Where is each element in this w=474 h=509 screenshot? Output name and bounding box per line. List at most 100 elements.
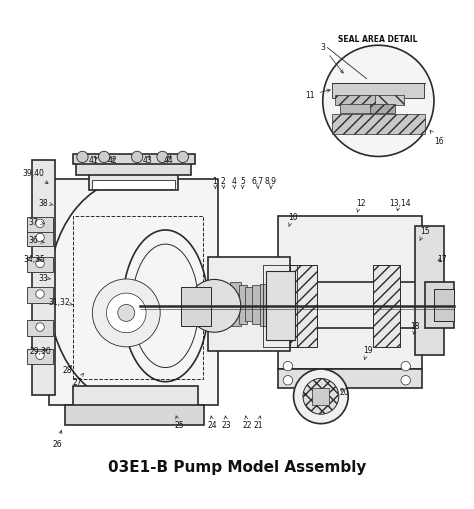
Text: 12: 12 xyxy=(356,199,365,213)
Text: 36: 36 xyxy=(28,236,44,245)
Bar xyxy=(278,217,422,370)
Bar xyxy=(208,258,290,351)
Text: 31,32: 31,32 xyxy=(48,297,73,306)
Circle shape xyxy=(36,290,44,299)
Text: 2: 2 xyxy=(220,177,225,189)
Text: 15: 15 xyxy=(420,227,429,241)
Circle shape xyxy=(177,152,189,163)
Circle shape xyxy=(36,351,44,360)
Bar xyxy=(340,105,372,114)
Bar xyxy=(335,96,376,106)
Bar xyxy=(27,288,53,303)
Text: 03E1-B Pump Model Assembly: 03E1-B Pump Model Assembly xyxy=(108,460,366,474)
Bar xyxy=(246,288,253,321)
Bar xyxy=(239,286,247,324)
Text: 44: 44 xyxy=(164,156,173,165)
Text: 19: 19 xyxy=(363,345,373,360)
Bar xyxy=(264,265,297,348)
Bar xyxy=(312,388,329,405)
Circle shape xyxy=(323,46,434,157)
Bar xyxy=(27,321,53,336)
Circle shape xyxy=(188,280,241,332)
Text: 22: 22 xyxy=(243,416,252,429)
Text: 34,35: 34,35 xyxy=(23,254,46,264)
Bar xyxy=(266,272,295,340)
Text: 6,7: 6,7 xyxy=(251,177,264,189)
Text: 10: 10 xyxy=(288,212,297,227)
Bar xyxy=(375,96,404,106)
Circle shape xyxy=(107,294,146,333)
Text: 18: 18 xyxy=(410,322,420,334)
Text: 13,14: 13,14 xyxy=(389,199,410,211)
Text: 38: 38 xyxy=(38,199,53,207)
Circle shape xyxy=(293,369,348,424)
Text: 24: 24 xyxy=(208,416,217,429)
Circle shape xyxy=(36,220,44,228)
Circle shape xyxy=(36,234,44,242)
Text: 37: 37 xyxy=(28,217,44,226)
Bar xyxy=(370,105,395,114)
Circle shape xyxy=(92,279,160,347)
Text: 21: 21 xyxy=(254,416,263,429)
Bar xyxy=(230,282,241,326)
Bar xyxy=(27,232,53,246)
Circle shape xyxy=(283,376,292,385)
Circle shape xyxy=(313,389,328,404)
Bar xyxy=(76,163,191,176)
Text: 27: 27 xyxy=(73,374,83,386)
Circle shape xyxy=(36,260,44,268)
Text: 39,40: 39,40 xyxy=(22,169,48,184)
Text: 17: 17 xyxy=(437,254,447,264)
Circle shape xyxy=(401,362,410,371)
Bar xyxy=(32,160,55,395)
Bar xyxy=(373,265,400,348)
Text: 8,9: 8,9 xyxy=(265,177,277,189)
Bar xyxy=(73,155,195,165)
Bar xyxy=(73,386,198,406)
Circle shape xyxy=(99,152,110,163)
Text: 11: 11 xyxy=(305,90,330,100)
Bar xyxy=(27,217,53,233)
Bar xyxy=(290,265,317,348)
Bar xyxy=(92,180,175,189)
Text: 43: 43 xyxy=(143,156,152,165)
Circle shape xyxy=(118,305,135,322)
Bar xyxy=(48,179,218,405)
Bar xyxy=(65,405,204,425)
Text: 4: 4 xyxy=(231,177,236,189)
Text: 29,30: 29,30 xyxy=(29,347,51,355)
Bar xyxy=(73,217,202,379)
Text: 28: 28 xyxy=(63,365,72,374)
Text: 20: 20 xyxy=(340,387,349,397)
Text: 25: 25 xyxy=(175,416,184,429)
Bar xyxy=(27,258,53,272)
Circle shape xyxy=(303,379,339,414)
Text: 16: 16 xyxy=(430,131,444,146)
Bar xyxy=(415,227,444,356)
Bar xyxy=(182,288,210,326)
Bar xyxy=(27,349,53,364)
Bar xyxy=(214,288,229,324)
Bar xyxy=(434,289,454,321)
Circle shape xyxy=(157,152,168,163)
Bar xyxy=(332,84,424,98)
Bar xyxy=(278,369,422,388)
Bar xyxy=(425,282,454,329)
Text: 1: 1 xyxy=(212,177,217,189)
Circle shape xyxy=(131,152,143,163)
Text: 3: 3 xyxy=(320,43,343,74)
Text: 42: 42 xyxy=(107,156,117,165)
Bar xyxy=(252,286,262,324)
Text: 5: 5 xyxy=(240,177,245,189)
Bar xyxy=(205,289,218,321)
Bar xyxy=(208,282,427,329)
Circle shape xyxy=(283,362,292,371)
Text: SEAL AREA DETAIL: SEAL AREA DETAIL xyxy=(338,35,418,44)
Circle shape xyxy=(77,152,88,163)
Polygon shape xyxy=(332,115,425,134)
Bar xyxy=(260,285,271,326)
Circle shape xyxy=(36,323,44,332)
Text: 33: 33 xyxy=(38,273,51,282)
Text: 23: 23 xyxy=(222,416,231,429)
Circle shape xyxy=(401,376,410,385)
